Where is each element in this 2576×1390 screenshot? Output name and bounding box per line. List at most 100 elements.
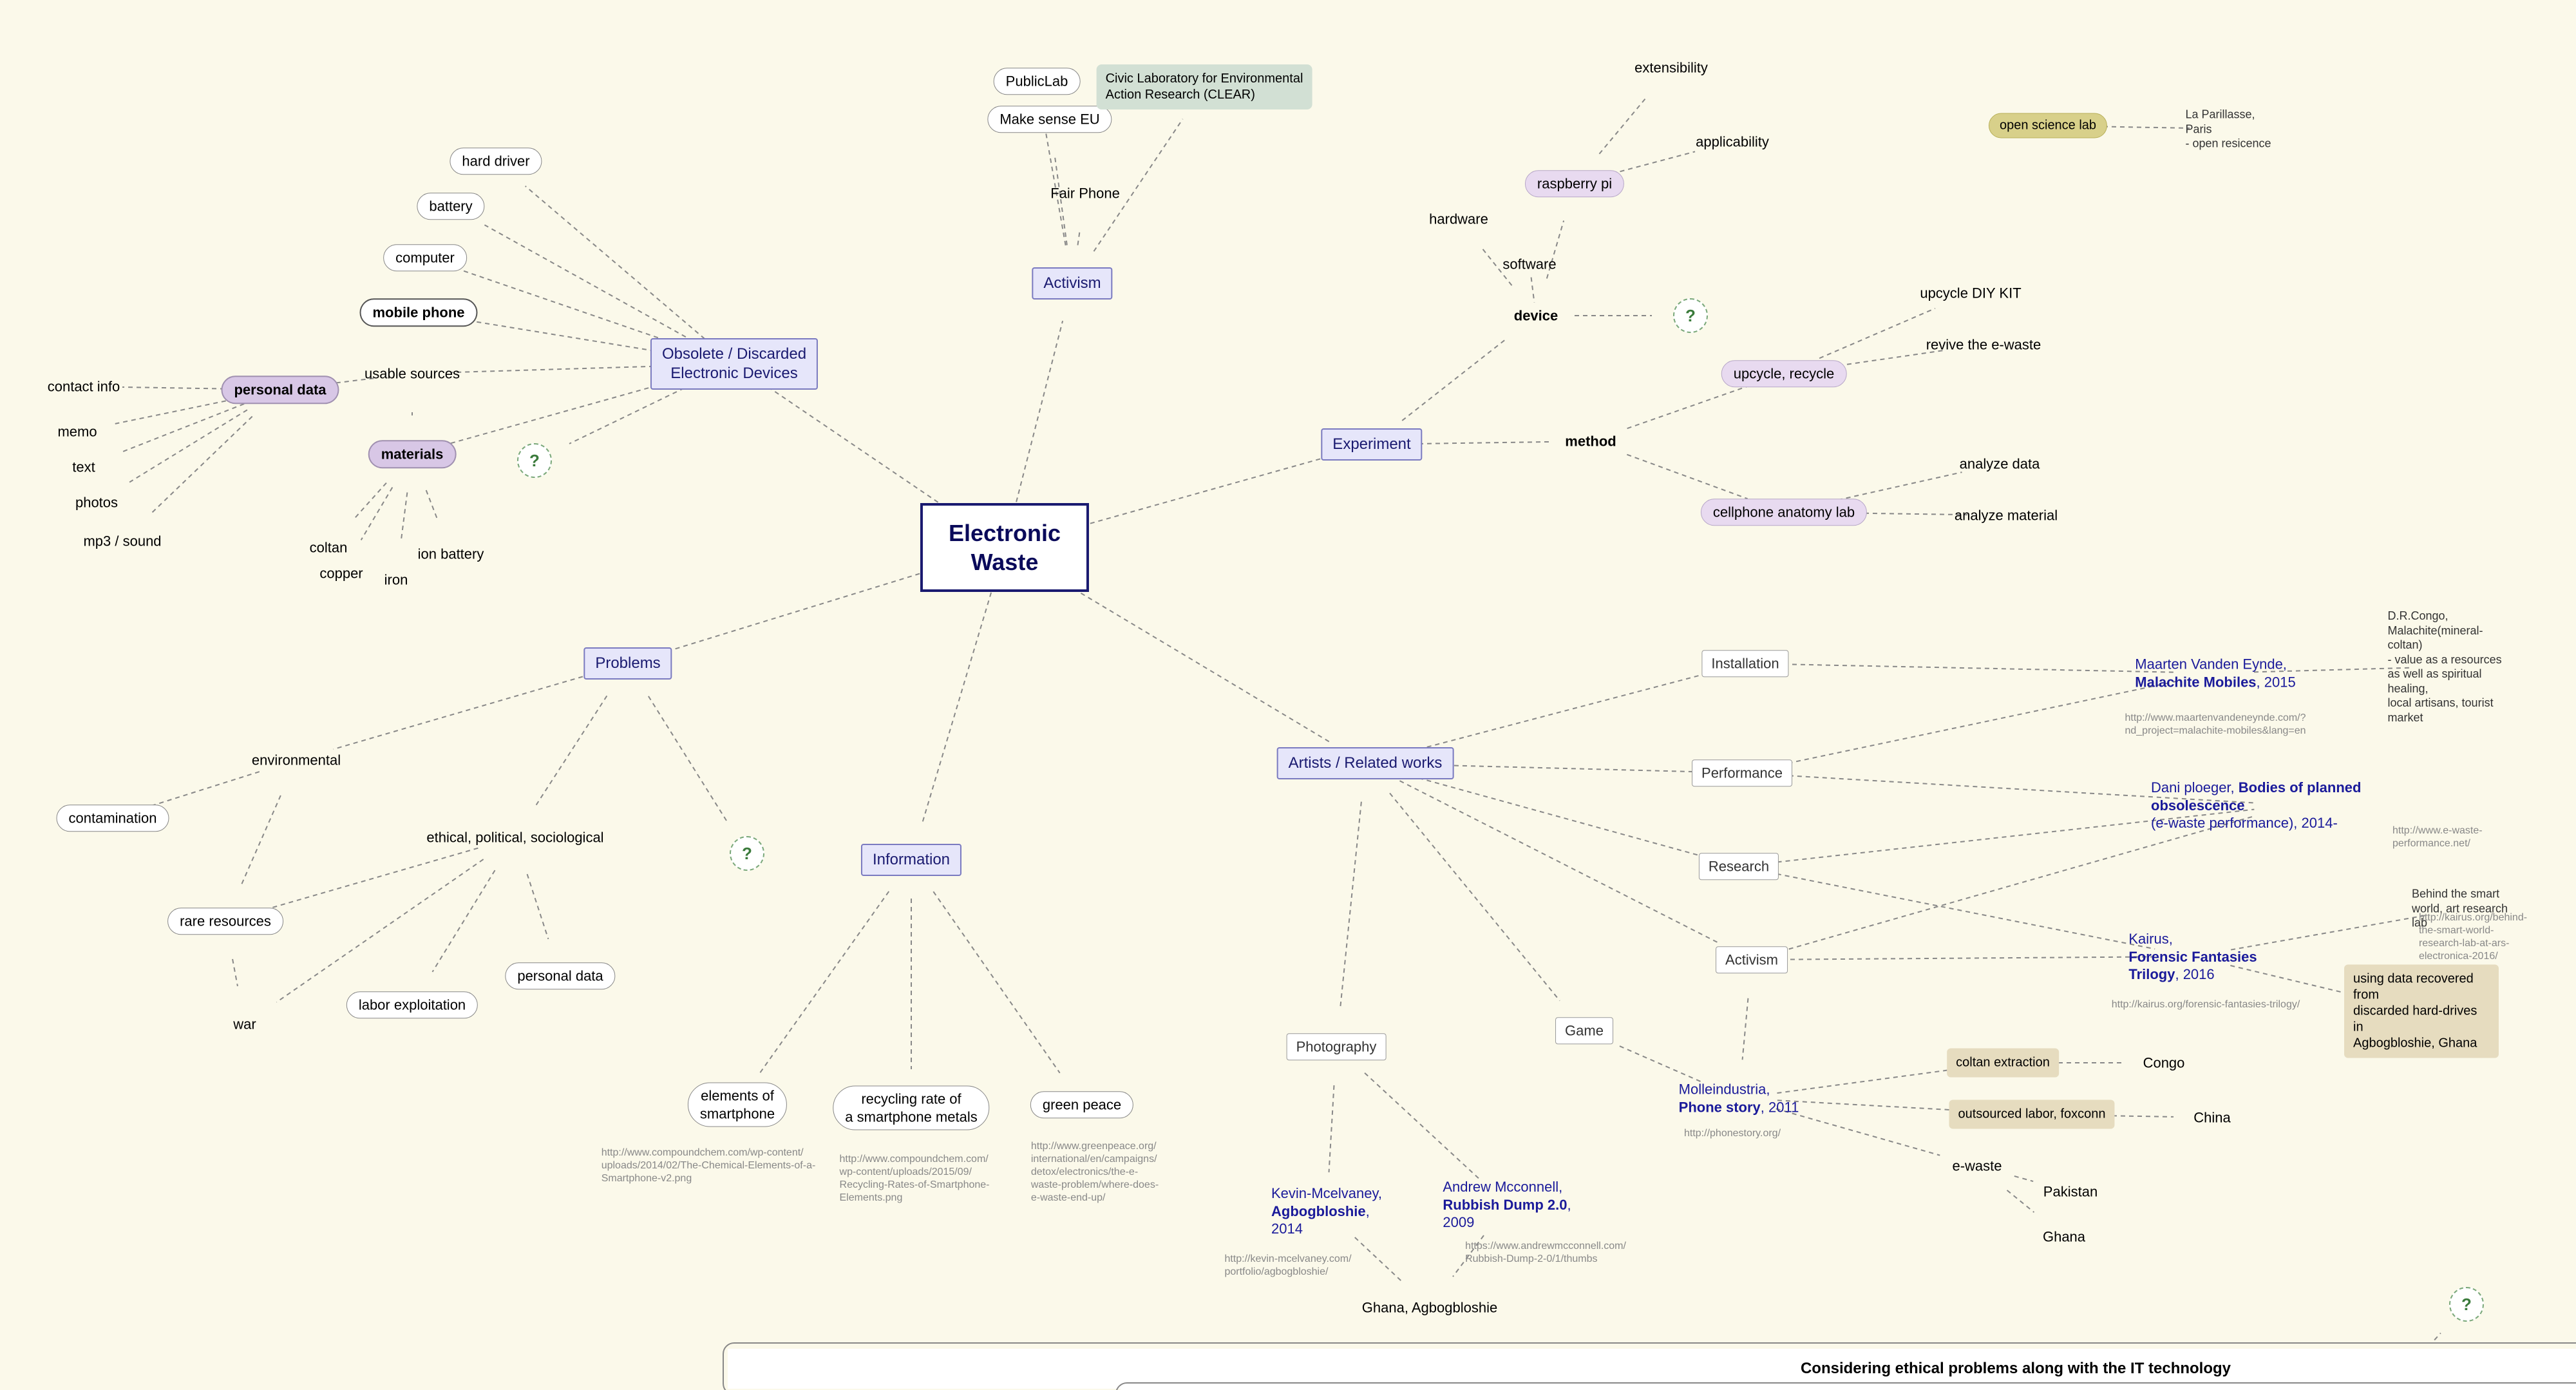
edge xyxy=(1037,567,1332,743)
edge xyxy=(1599,97,1646,154)
node-foxconn: outsourced labor, foxconn xyxy=(1949,1100,2114,1129)
node-mp3: mp3 / sound xyxy=(83,532,161,550)
edge xyxy=(241,795,281,886)
edge xyxy=(2007,1190,2034,1212)
node-artists: Artists / Related works xyxy=(1277,747,1454,779)
edge xyxy=(1780,681,2178,765)
node-ghanaagbog: Ghana, Agbogbloshie xyxy=(1362,1299,1497,1317)
edge xyxy=(526,186,705,339)
mindmap-canvas: ElectronicWasteObsolete / DiscardedElect… xyxy=(0,0,2576,1390)
edge xyxy=(1612,151,1695,173)
node-analyzemat: analyze material xyxy=(1955,506,2058,524)
node-computer: computer xyxy=(383,244,467,271)
node-ewaste: e-waste xyxy=(1952,1157,2002,1175)
edge xyxy=(569,381,699,444)
edge xyxy=(1355,1237,1401,1281)
edge xyxy=(1776,1109,1940,1155)
edge xyxy=(432,870,495,972)
node-congo: Congo xyxy=(2143,1054,2185,1072)
node-fairphone: Fair Phone xyxy=(1050,184,1120,202)
node-elements: elements ofsmartphone xyxy=(688,1083,787,1127)
node-game: Game xyxy=(1555,1017,1613,1044)
node-coltanx: coltan extraction xyxy=(1947,1049,2059,1078)
node-makesense: Make sense EU xyxy=(987,106,1112,133)
edge-layer xyxy=(0,0,2576,1390)
node-extensibility: extensibility xyxy=(1634,59,1708,77)
node-q4: ? xyxy=(2449,1287,2484,1322)
node-contact: contact info xyxy=(48,377,120,395)
edge xyxy=(1790,957,2154,959)
node-labor: labor exploitation xyxy=(346,991,478,1018)
node-q3: ? xyxy=(730,836,764,871)
edge xyxy=(1014,321,1063,510)
node-bswlink: http://kairus.org/behind-the-smart-world… xyxy=(2419,911,2527,963)
edge xyxy=(527,874,549,939)
node-iron: iron xyxy=(384,571,408,589)
edge xyxy=(2231,915,2429,949)
node-malachitelink: http://www.maartenvandeneynde.com/?nd_pr… xyxy=(2125,712,2306,738)
edge xyxy=(1627,386,1748,428)
node-rareres: rare resources xyxy=(167,908,283,935)
node-performance: Performance xyxy=(1692,759,1792,786)
node-ionbattery: ion battery xyxy=(418,545,484,563)
node-personaldata: personal data xyxy=(221,376,339,404)
edge xyxy=(1403,774,1701,856)
node-battery: battery xyxy=(417,193,484,220)
edge xyxy=(1627,455,1747,499)
node-malachitenote: D.R.Congo, Malachite(mineral-coltan)- va… xyxy=(2388,609,2514,725)
edge xyxy=(115,397,242,424)
edge xyxy=(1399,781,1717,942)
edge xyxy=(1403,673,1708,754)
edge xyxy=(1390,793,1560,1000)
node-gplink: http://www.greenpeace.org/international/… xyxy=(1031,1140,1159,1204)
node-coltan: coltan xyxy=(310,538,348,557)
edge xyxy=(1789,815,2256,949)
node-q1: ? xyxy=(517,443,552,478)
node-environmental: environmental xyxy=(252,751,341,769)
node-malachite: Maarten Vanden Eynde,Malachite Mobiles, … xyxy=(2135,656,2295,691)
node-hardware: hardware xyxy=(1429,210,1488,228)
edge xyxy=(1819,309,1935,359)
node-openscience: open science lab xyxy=(1989,113,2107,138)
edge xyxy=(276,859,483,1002)
edge xyxy=(2434,1333,2441,1340)
edge xyxy=(1410,442,1552,444)
node-information: Information xyxy=(861,844,961,876)
node-experiment: Experiment xyxy=(1321,428,1422,461)
edge xyxy=(1365,1073,1479,1179)
node-ghana2: Ghana xyxy=(2043,1228,2085,1246)
node-ploegerlink: http://www.e-waste-performance.net/ xyxy=(2392,824,2515,850)
edge xyxy=(1777,1068,1964,1093)
edge xyxy=(536,696,607,804)
node-pdata2: personal data xyxy=(505,962,615,989)
node-war: war xyxy=(233,1015,256,1033)
node-q2: ? xyxy=(1673,298,1708,333)
edge xyxy=(1531,277,1535,302)
node-upcyclekit: upcycle DIY KIT xyxy=(1920,284,2021,302)
edge xyxy=(120,404,244,453)
node-device: device xyxy=(1514,307,1558,325)
edge xyxy=(1043,119,1065,245)
edge xyxy=(401,493,408,542)
edge xyxy=(2014,1176,2033,1181)
edge xyxy=(484,225,700,345)
edge xyxy=(150,417,252,515)
node-usable: usable sources xyxy=(365,365,460,383)
node-analyzedata: analyze data xyxy=(1960,455,2040,473)
node-aactivism: Activism xyxy=(1716,946,1788,973)
node-upcycle: upcycle, recycle xyxy=(1721,360,1847,387)
edge xyxy=(361,488,393,540)
node-recyclerate: recycling rate ofa smartphone metals xyxy=(833,1086,989,1130)
node-recyclelink: http://www.compoundchem.com/wp-content/u… xyxy=(840,1153,990,1204)
node-china: China xyxy=(2193,1109,2230,1127)
edge xyxy=(1777,874,2155,949)
edge xyxy=(1329,1085,1334,1172)
node-method: method xyxy=(1565,432,1616,450)
node-greenpeace: green peace xyxy=(1030,1091,1133,1118)
edge xyxy=(426,490,437,518)
node-materials: materials xyxy=(368,440,457,468)
node-software: software xyxy=(1502,255,1556,273)
node-research: Research xyxy=(1699,853,1779,880)
node-anatomy: cellphone anatomy lab xyxy=(1701,499,1867,526)
edge xyxy=(933,891,1059,1073)
